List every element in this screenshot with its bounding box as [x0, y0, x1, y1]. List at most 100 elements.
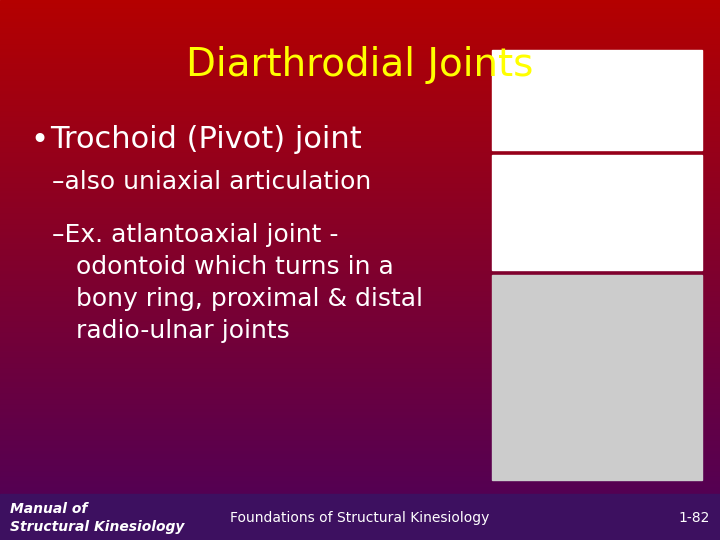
Bar — [0, 509, 720, 511]
Bar — [0, 92, 720, 93]
Bar — [0, 65, 720, 66]
Bar — [0, 474, 720, 475]
Bar — [0, 123, 720, 124]
Bar — [0, 59, 720, 61]
Bar — [0, 387, 720, 389]
Bar — [0, 486, 720, 488]
Bar — [0, 79, 720, 81]
Bar — [0, 508, 720, 509]
Bar — [0, 517, 720, 518]
Bar — [0, 528, 720, 529]
Bar — [0, 511, 720, 513]
Bar — [0, 212, 720, 214]
Bar — [0, 31, 720, 32]
Bar — [0, 385, 720, 387]
Bar — [0, 265, 720, 266]
Bar — [0, 268, 720, 270]
Bar — [0, 339, 720, 340]
Bar — [0, 139, 720, 140]
Bar — [0, 326, 720, 328]
Bar — [0, 315, 720, 317]
Bar — [0, 410, 720, 412]
Bar — [0, 362, 720, 363]
Bar — [0, 86, 720, 88]
Bar — [0, 353, 720, 355]
Bar — [0, 221, 720, 223]
Bar — [0, 47, 720, 49]
Bar — [0, 56, 720, 58]
Bar — [0, 423, 720, 425]
Bar — [0, 286, 720, 288]
Bar — [0, 144, 720, 146]
Bar — [0, 131, 720, 133]
Bar — [0, 259, 720, 261]
Bar — [0, 367, 720, 369]
Bar — [0, 155, 720, 157]
Bar — [0, 22, 720, 23]
Bar — [0, 58, 720, 59]
Bar — [0, 389, 720, 390]
Bar — [0, 81, 720, 83]
Bar — [0, 63, 720, 65]
Bar — [0, 515, 720, 517]
Bar — [0, 488, 720, 490]
Bar — [0, 117, 720, 119]
Bar — [0, 414, 720, 416]
Bar — [0, 135, 720, 137]
Bar — [0, 2, 720, 4]
Bar — [0, 506, 720, 508]
Bar — [0, 158, 720, 160]
Bar — [0, 317, 720, 319]
Bar — [0, 151, 720, 153]
Bar — [0, 126, 720, 128]
Bar — [0, 196, 720, 198]
Bar — [0, 54, 720, 56]
Bar — [0, 336, 720, 339]
Bar — [0, 66, 720, 69]
Bar — [0, 16, 720, 18]
Bar — [0, 169, 720, 171]
Bar — [0, 328, 720, 329]
Bar — [0, 185, 720, 187]
Bar — [0, 74, 720, 76]
Bar — [0, 101, 720, 103]
Bar — [0, 393, 720, 394]
Bar — [0, 356, 720, 358]
Bar — [0, 247, 720, 248]
Bar — [0, 248, 720, 250]
Bar — [0, 209, 720, 211]
Bar — [0, 42, 720, 43]
Bar — [0, 409, 720, 410]
Bar — [0, 140, 720, 142]
Bar — [0, 0, 720, 2]
Text: –Ex. atlantoaxial joint -: –Ex. atlantoaxial joint - — [52, 223, 338, 247]
Bar — [0, 491, 720, 493]
Bar — [0, 335, 720, 336]
Bar — [0, 97, 720, 99]
Bar — [0, 228, 720, 231]
Bar — [0, 34, 720, 36]
Bar — [0, 239, 720, 241]
Bar — [0, 76, 720, 77]
Text: odontoid which turns in a: odontoid which turns in a — [52, 255, 394, 279]
Bar — [492, 155, 702, 270]
Text: Structural Kinesiology: Structural Kinesiology — [10, 520, 184, 534]
Bar — [492, 275, 702, 480]
Bar — [0, 254, 720, 255]
Bar — [0, 223, 720, 225]
Bar — [0, 396, 720, 398]
Bar — [0, 255, 720, 258]
Bar — [0, 401, 720, 403]
Bar — [0, 376, 720, 378]
Bar — [0, 85, 720, 86]
Bar — [0, 128, 720, 130]
Bar — [0, 225, 720, 227]
Bar — [0, 52, 720, 54]
Bar — [0, 115, 720, 117]
Text: Manual of: Manual of — [10, 502, 87, 516]
Bar — [0, 461, 720, 463]
Bar — [0, 427, 720, 428]
Bar — [0, 99, 720, 101]
Bar — [0, 324, 720, 326]
Bar — [0, 403, 720, 405]
